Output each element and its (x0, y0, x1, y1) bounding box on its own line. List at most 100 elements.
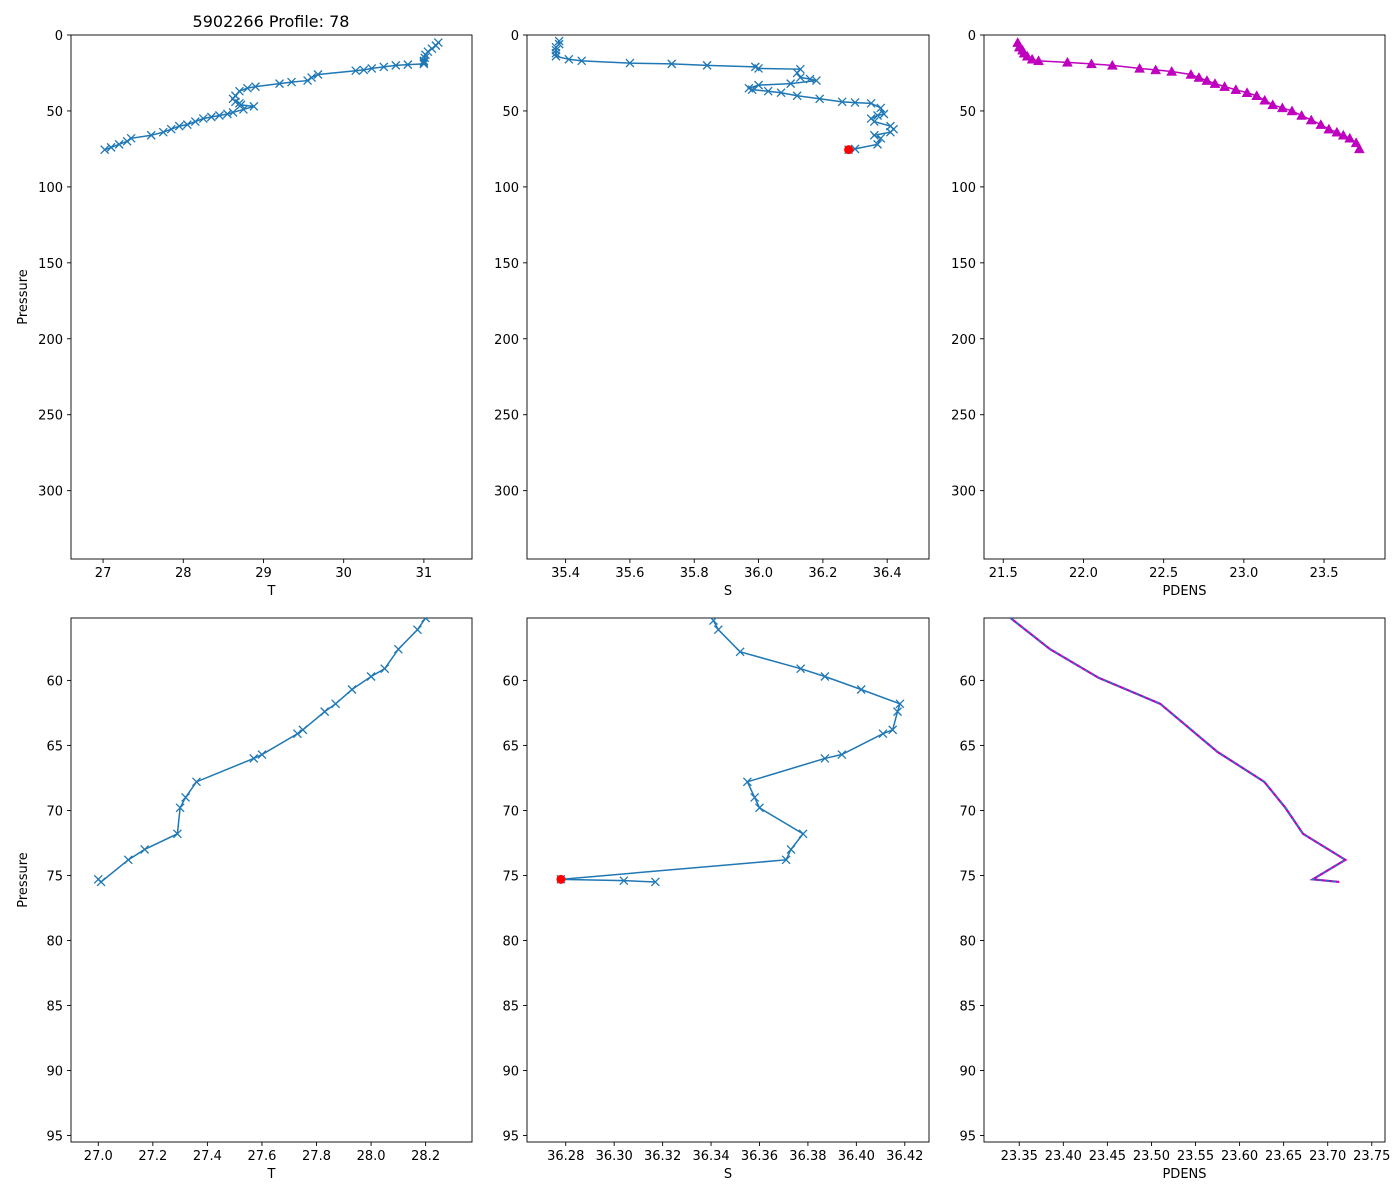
y-tick-label: 65 (502, 739, 519, 754)
data-point (175, 803, 185, 813)
data-point (1276, 102, 1288, 113)
y-tick-label: 95 (959, 1129, 976, 1144)
data-point (192, 777, 201, 787)
data-point (888, 725, 898, 735)
y-tick-label: 60 (502, 674, 519, 689)
data-point (878, 729, 888, 739)
y-tick-label: 50 (46, 105, 63, 120)
data-point (320, 707, 330, 717)
x-tick-label: 23.65 (1265, 1149, 1302, 1164)
x-tick-label: 23.5 (1310, 566, 1339, 581)
x-axis-label: S (724, 1167, 732, 1182)
data-point (1086, 58, 1097, 69)
data-point (551, 48, 561, 58)
data-point (1315, 119, 1327, 129)
data-point (393, 644, 403, 654)
data-point (815, 94, 825, 104)
x-tick-label: 22.0 (1069, 566, 1098, 581)
y-tick-label: 90 (46, 1064, 63, 1079)
data-point (1251, 90, 1263, 101)
data-point (347, 685, 357, 694)
data-point (391, 60, 401, 70)
data-point (123, 855, 133, 865)
chart-panel-bottom-temperature: 27.0 27.2 27.4 27.6 27.8 28.0 28.2 60 65 70 75 80 85… (16, 617, 473, 1182)
x-axis-label: PDENS (1162, 584, 1206, 599)
data-point (1296, 109, 1308, 120)
data-point (869, 117, 879, 127)
data-point (287, 77, 297, 87)
y-axis-label: Pressure (16, 852, 31, 908)
data-point (866, 98, 876, 108)
x-tick-label: 36.30 (596, 1149, 633, 1164)
data-point (307, 73, 317, 82)
x-tick-label: 36.34 (692, 1149, 729, 1164)
y-tick-label: 85 (959, 999, 976, 1014)
y-tick-label: 250 (951, 409, 976, 424)
data-point (166, 124, 176, 134)
data-point (876, 133, 886, 143)
y-tick-label: 150 (494, 257, 519, 272)
y-tick-label: 75 (502, 869, 519, 884)
data-point (837, 750, 847, 759)
data-point (93, 874, 103, 884)
data-point (750, 792, 760, 802)
x-tick-label: 36.32 (644, 1149, 681, 1164)
data-point (421, 618, 431, 623)
y-tick-label: 95 (502, 1129, 519, 1144)
data-point (742, 777, 752, 787)
data-point (795, 73, 805, 82)
data-point (222, 109, 232, 119)
series-line-pdens (1009, 618, 1347, 883)
y-tick-label: 70 (502, 804, 519, 819)
plot-area (556, 618, 905, 887)
axes-frame (70, 34, 473, 560)
data-point (893, 707, 902, 717)
highlight-point (844, 145, 854, 155)
data-point (403, 60, 413, 70)
x-tick-label: 27.8 (302, 1149, 331, 1164)
x-tick-label: 23.0 (1229, 566, 1258, 581)
data-point (158, 127, 168, 137)
data-point (796, 664, 806, 674)
x-tick-label: 27 (95, 566, 112, 581)
y-tick-label: 250 (494, 409, 519, 424)
data-point (873, 111, 883, 120)
x-tick-label: 27.2 (138, 1149, 167, 1164)
data-point (1201, 75, 1213, 85)
y-tick-label: 75 (46, 869, 63, 884)
x-tick-label: 21.5 (989, 566, 1018, 581)
data-point (249, 753, 259, 763)
data-point (667, 59, 677, 69)
x-tick-label: 23.70 (1309, 1149, 1346, 1164)
x-tick-label: 27.0 (84, 1149, 113, 1164)
data-point (1331, 126, 1343, 137)
data-point (754, 63, 764, 73)
data-point (1305, 114, 1317, 125)
data-point (198, 114, 208, 123)
data-point (292, 729, 302, 739)
y-tick-label: 150 (38, 257, 63, 272)
data-point (206, 112, 216, 122)
data-point (1259, 94, 1271, 105)
x-tick-label: 27.6 (247, 1149, 276, 1164)
y-tick-label: 95 (46, 1129, 63, 1144)
x-tick-label: 23.60 (1221, 1149, 1258, 1164)
data-point (366, 672, 376, 681)
x-tick-label: 36.28 (547, 1149, 584, 1164)
data-point (820, 753, 830, 763)
data-point (1106, 59, 1118, 70)
data-point (1337, 129, 1349, 140)
data-point (367, 63, 377, 73)
data-point (431, 41, 441, 51)
data-point (182, 120, 192, 130)
data-point (1350, 137, 1362, 148)
y-tick-label: 60 (46, 674, 63, 689)
y-tick-label: 80 (959, 934, 976, 949)
y-tick-label: 300 (494, 485, 519, 500)
data-point (735, 647, 745, 657)
data-point (554, 36, 564, 46)
x-tick-label: 23.45 (1089, 1149, 1126, 1164)
data-point (811, 76, 821, 86)
data-point (1344, 132, 1356, 143)
